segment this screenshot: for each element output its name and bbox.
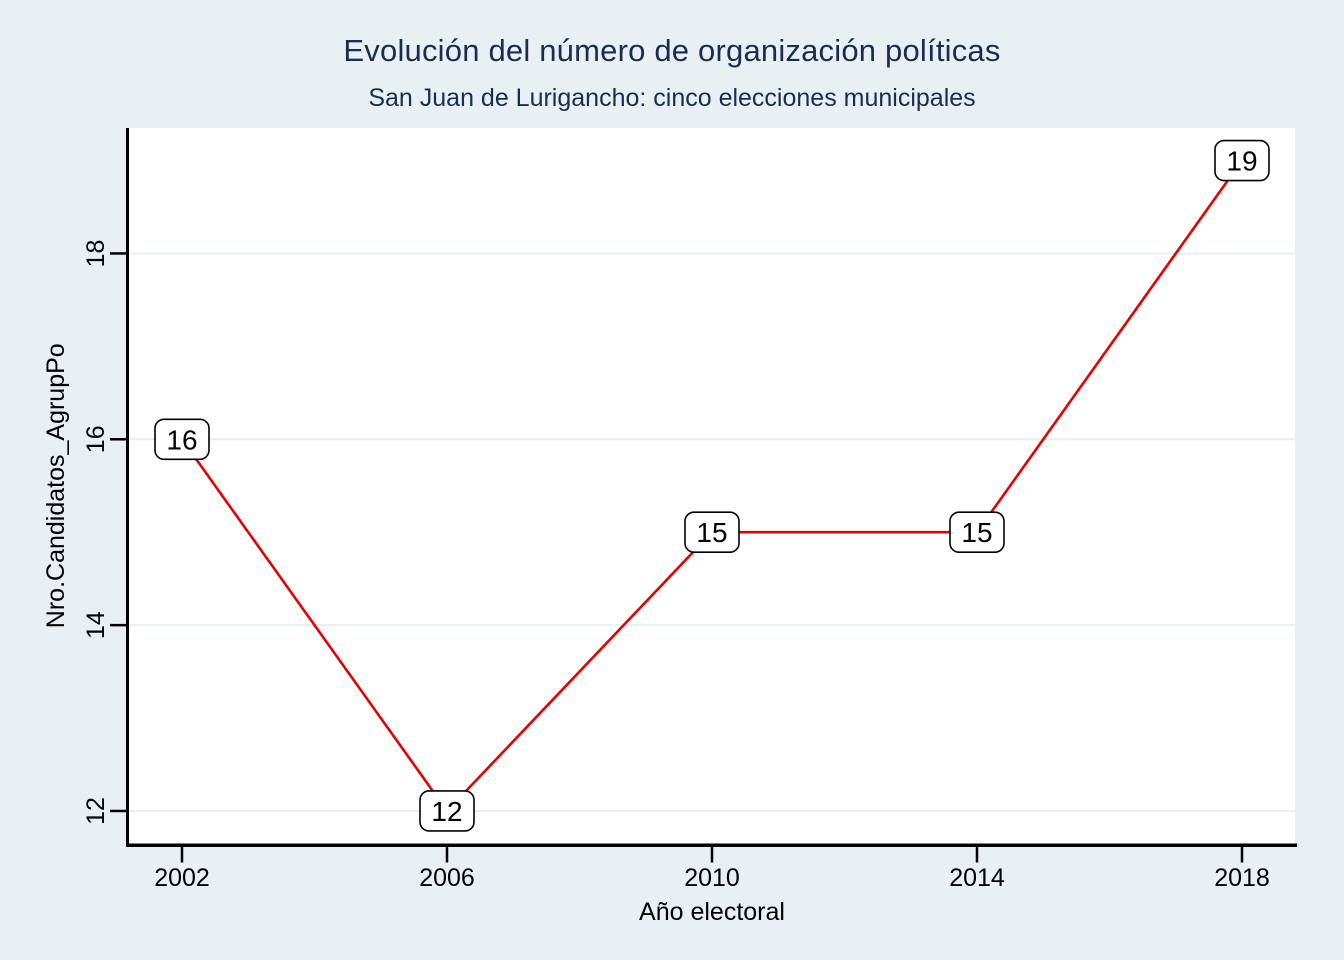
y-tick-label: 16 (82, 425, 110, 453)
data-point-label: 15 (696, 517, 727, 548)
y-tick-label: 18 (82, 240, 110, 268)
data-point-label-box (949, 511, 1005, 554)
y-tick-label: 14 (82, 611, 110, 639)
x-tick-label: 2002 (154, 864, 210, 892)
x-axis-title: Año electoral (639, 898, 785, 926)
data-point-label-box (684, 511, 740, 554)
x-tick-label: 2006 (419, 864, 475, 892)
y-tick-label: 12 (82, 797, 110, 825)
data-point-label: 15 (961, 517, 992, 548)
chart-subtitle: San Juan de Lurigancho: cinco elecciones… (368, 84, 976, 112)
x-tick-label: 2010 (684, 864, 740, 892)
x-tick-label: 2014 (949, 864, 1005, 892)
plot-area (129, 128, 1295, 844)
x-tick-label: 2018 (1214, 864, 1270, 892)
chart-title: Evolución del número de organización pol… (343, 33, 1001, 68)
data-point-label: 19 (1226, 146, 1257, 177)
data-point-label-box (154, 418, 210, 461)
data-point-label: 12 (431, 796, 462, 827)
y-axis-title: Nro.Candidatos_AgrupPo (42, 343, 70, 628)
data-point-label: 16 (166, 424, 197, 455)
data-point-label-box (419, 790, 475, 832)
data-point-label-box (1214, 139, 1270, 182)
